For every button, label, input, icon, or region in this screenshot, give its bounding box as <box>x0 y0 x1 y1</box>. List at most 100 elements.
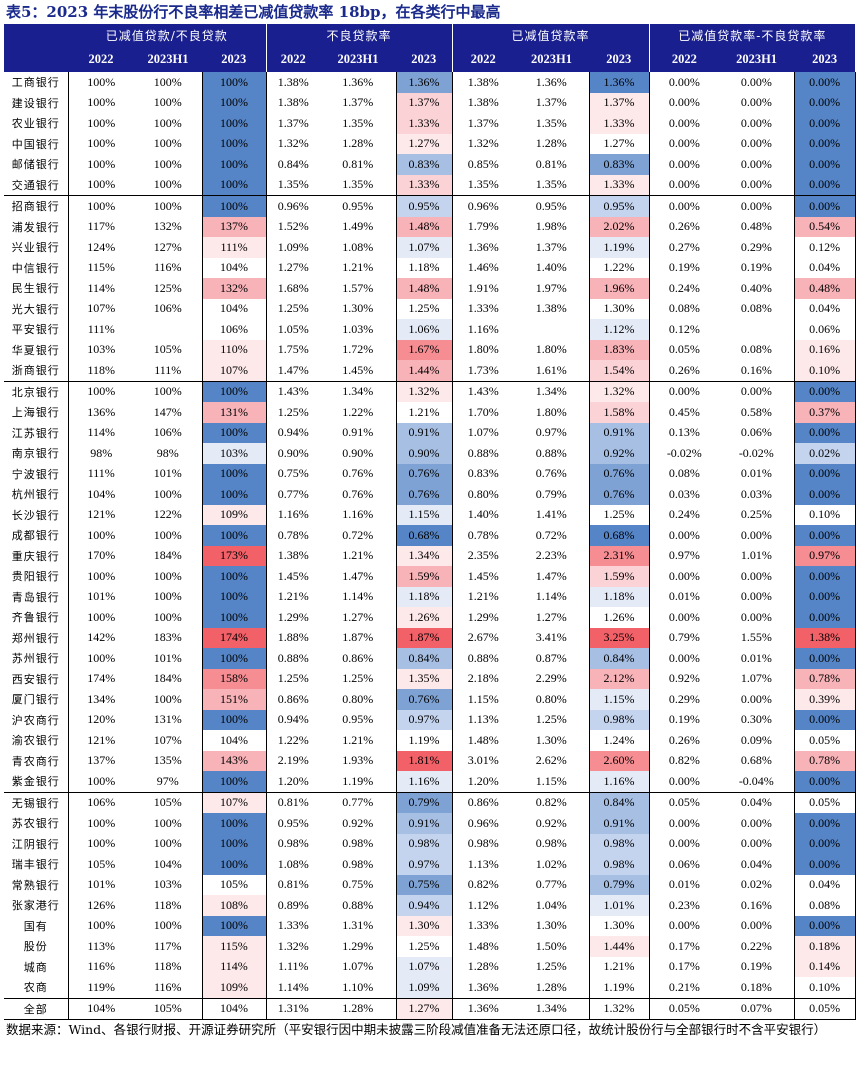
value-cell: 0.94% <box>277 712 309 727</box>
value-cell: 107% <box>201 360 267 381</box>
value-cell: 0.78% <box>793 750 856 771</box>
value-cell: 1.37% <box>342 95 374 110</box>
value-cell: 1.37% <box>395 92 453 113</box>
bank-name: 交通银行 <box>4 174 69 196</box>
value-cell: 103% <box>201 443 267 464</box>
value-cell: 1.15% <box>395 504 453 525</box>
bank-name: 招商银行 <box>4 195 69 217</box>
value-cell: 100% <box>153 609 182 624</box>
value-cell: 0.80% <box>342 691 374 706</box>
value-cell: 0.00% <box>668 918 700 933</box>
value-cell: 0.00% <box>740 691 772 706</box>
value-cell: 0.79% <box>668 630 700 645</box>
value-cell: 1.07% <box>467 425 499 440</box>
value-cell: 100% <box>201 484 267 505</box>
value-cell: 0.16% <box>793 339 856 360</box>
value-cell: 1.30% <box>342 301 374 316</box>
value-cell: 0.26% <box>668 219 700 234</box>
value-cell: 1.35% <box>535 115 567 130</box>
value-cell: 0.00% <box>793 380 856 402</box>
value-cell: 114% <box>87 425 116 440</box>
value-cell: 0.27% <box>668 239 700 254</box>
value-cell: 1.37% <box>535 95 567 110</box>
value-cell: 1.22% <box>588 257 650 278</box>
value-cell: 104% <box>68 997 134 1020</box>
value-cell: 104% <box>153 856 182 871</box>
value-cell: 2.29% <box>535 671 567 686</box>
value-cell: 1.32% <box>467 136 499 151</box>
value-cell: 113% <box>87 938 116 953</box>
value-cell: 100% <box>201 195 267 217</box>
value-cell: 111% <box>87 321 115 336</box>
value-cell: 0.80% <box>467 486 499 501</box>
value-cell: 116% <box>153 260 182 275</box>
value-cell: 142% <box>87 630 116 645</box>
value-cell: 0.00% <box>649 380 720 402</box>
value-cell: 0.12% <box>668 321 700 336</box>
bank-name: 上海银行 <box>4 402 69 423</box>
bank-name: 宁波银行 <box>4 463 69 484</box>
value-cell: 0.88% <box>342 897 374 912</box>
value-cell: 1.29% <box>277 609 309 624</box>
value-cell: 100% <box>153 177 182 192</box>
value-cell: 0.79% <box>535 486 567 501</box>
bank-name: 西安银行 <box>4 668 69 689</box>
value-cell: 2.60% <box>588 750 650 771</box>
bank-name: 全部 <box>4 997 69 1020</box>
value-cell: 151% <box>201 689 267 710</box>
value-cell: 100% <box>153 136 182 151</box>
value-cell: 0.58% <box>740 404 772 419</box>
value-cell: 100% <box>153 527 182 542</box>
value-cell: 115% <box>201 936 267 957</box>
value-cell: 0.22% <box>740 938 772 953</box>
group-header: 不良贷款率 <box>265 24 453 46</box>
value-cell: 1.07% <box>395 237 453 258</box>
value-cell: 1.30% <box>535 732 567 747</box>
value-cell: 120% <box>87 712 116 727</box>
value-cell: 0.00% <box>740 177 772 192</box>
value-cell: 0.08% <box>668 301 700 316</box>
value-cell: 1.80% <box>467 342 499 357</box>
bank-name: 江阴银行 <box>4 833 69 854</box>
value-cell: 100% <box>134 380 202 402</box>
value-cell: 1.07% <box>740 671 772 686</box>
value-cell: 0.00% <box>793 915 856 936</box>
value-cell: 100% <box>153 486 182 501</box>
value-cell: 0.00% <box>668 568 700 583</box>
value-cell: 0.00% <box>793 525 856 546</box>
value-cell: 0.00% <box>740 136 772 151</box>
value-cell: 0.04% <box>793 298 856 319</box>
value-cell: 0.92% <box>588 443 650 464</box>
value-cell: 1.97% <box>535 280 567 295</box>
value-cell: 0.00% <box>668 115 700 130</box>
bank-name: 股份 <box>4 936 69 957</box>
bank-name: 城商 <box>4 956 69 977</box>
value-cell: 0.23% <box>668 897 700 912</box>
value-cell: 1.37% <box>535 239 567 254</box>
value-cell: 1.07% <box>342 959 374 974</box>
value-cell: 0.19% <box>740 959 772 974</box>
value-cell: 104% <box>201 997 267 1020</box>
value-cell: 115% <box>87 260 116 275</box>
table-row: 国有 100% 100% 100% 1.33% 1.31% 1.30% 1.33% 1.30% 1… <box>4 915 856 936</box>
table-row: 瑞丰银行 105% 104% 100% 1.08% 0.98% 0.97% 1.13% 1.02… <box>4 854 856 875</box>
value-cell: 0.05% <box>649 791 720 813</box>
value-cell: 1.44% <box>588 936 650 957</box>
table-title: 表5：2023 年末股份行不良率相差已减值贷款率 18bp，在各类行中最高 <box>6 3 501 21</box>
value-cell: 105% <box>134 997 202 1020</box>
value-cell: 1.12% <box>588 319 650 340</box>
year-header: 2023 <box>396 46 453 72</box>
value-cell: 0.39% <box>793 689 856 710</box>
value-cell: 1.01% <box>588 895 650 916</box>
value-cell: 0.07% <box>719 997 795 1020</box>
value-cell: 1.19% <box>588 237 650 258</box>
value-cell: 1.45% <box>342 362 374 377</box>
value-cell: 1.19% <box>342 773 374 788</box>
value-cell: 0.79% <box>395 791 453 813</box>
year-header: 2023H1 <box>134 46 202 72</box>
value-cell: 0.91% <box>342 425 374 440</box>
value-cell: 1.81% <box>395 750 453 771</box>
value-cell: 1.72% <box>342 342 374 357</box>
value-cell: 1.18% <box>588 586 650 607</box>
value-cell: 1.21% <box>467 589 499 604</box>
